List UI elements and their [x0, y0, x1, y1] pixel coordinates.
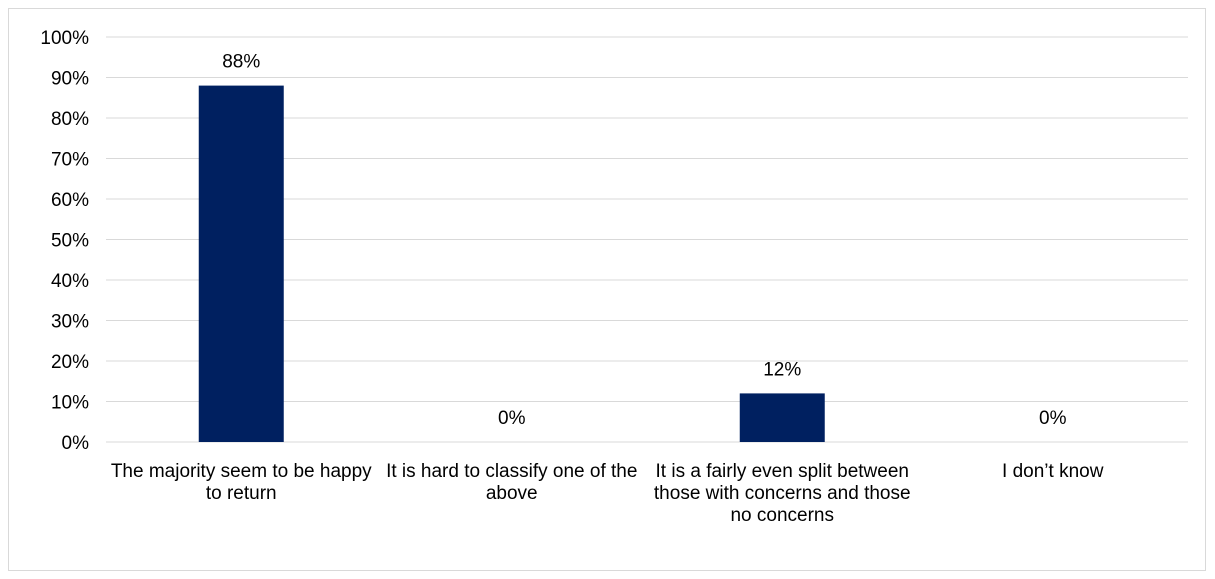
data-labels: 88% 0% 12% 0% — [222, 52, 1066, 429]
y-tick-label: 40% — [51, 271, 89, 292]
y-tick-label: 60% — [51, 190, 89, 211]
y-tick-label: 80% — [51, 109, 89, 130]
y-tick-label: 0% — [62, 433, 90, 454]
y-axis-ticks: 0% 10% 20% 30% 40% 50% 60% 70% 80% 90% 100% — [40, 28, 89, 454]
y-tick-label: 70% — [51, 150, 89, 171]
data-label: 88% — [222, 52, 260, 73]
x-category-label: It is hard to classify one of the above — [386, 461, 638, 504]
y-tick-label: 10% — [51, 393, 89, 414]
bar — [198, 85, 284, 442]
x-category-label: It is a fairly even split between those … — [653, 461, 911, 526]
data-label: 0% — [498, 408, 526, 429]
y-tick-label: 90% — [51, 69, 89, 90]
y-tick-label: 30% — [51, 312, 89, 333]
data-label: 0% — [1039, 408, 1067, 429]
data-label: 12% — [763, 359, 801, 380]
gridlines — [106, 36, 1188, 443]
x-category-label: The majority seem to be happy to return — [110, 461, 372, 504]
y-tick-label: 100% — [40, 28, 89, 49]
y-tick-label: 50% — [51, 231, 89, 252]
chart-frame: 0% 10% 20% 30% 40% 50% 60% 70% 80% 90% 100% 88% 0% 1… — [8, 8, 1206, 571]
y-tick-label: 20% — [51, 352, 89, 373]
bars — [198, 85, 825, 442]
bar-chart: 0% 10% 20% 30% 40% 50% 60% 70% 80% 90% 100% 88% 0% 1… — [40, 28, 1188, 454]
bar — [739, 393, 825, 442]
x-category-label: I don’t know — [1002, 461, 1104, 482]
